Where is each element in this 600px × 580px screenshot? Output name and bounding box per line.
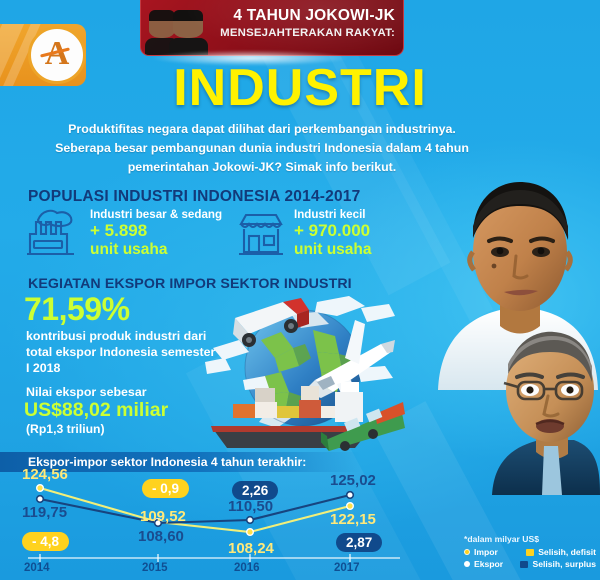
contribution-percent: 71,59% <box>24 291 130 327</box>
banner-subheadline: MENSEJAHTERAKAN RAKYAT: <box>220 27 395 40</box>
legend-label-selisih-defisit: Selisih, defisit <box>538 547 596 557</box>
legend-row: Ekspor Selisih, surplus <box>464 559 596 569</box>
xaxis-label-2014: 2014 <box>24 562 50 574</box>
ekspor-label-2014: 119,75 <box>22 504 68 521</box>
chart-header-text: Ekspor-impor sektor Indonesia 4 tahun te… <box>28 455 307 469</box>
xaxis-label-2016: 2016 <box>234 562 260 574</box>
stat-unit: unit usaha <box>294 241 372 259</box>
ekspor-label-2016: 110,50 <box>228 498 274 515</box>
stat-label: Industri besar & sedang <box>90 208 223 221</box>
impor-label-2016: 108,24 <box>228 540 274 557</box>
xaxis-label-2017: 2017 <box>334 562 360 574</box>
export-value-label: Nilai ekspor sebesar <box>26 385 147 399</box>
ekspor-label-2015: 108,60 <box>138 528 184 545</box>
legend-label-ekspor: Ekspor <box>474 559 504 569</box>
legend-swatch-impor-icon <box>464 549 470 555</box>
contribution-description: kontribusi produk industri dari total ek… <box>26 329 216 376</box>
selisih-pill-2017: 2,87 <box>336 533 383 552</box>
export-import-line-chart: 124,56 109,52 108,24 122,15 119,75 108,6… <box>0 466 440 580</box>
legend-item-selisih-surplus: Selisih, surplus <box>520 559 596 569</box>
stat-label: Industri kecil <box>294 208 366 221</box>
banner-headline: 4 TAHUN JOKOWI-JK <box>233 7 395 24</box>
intro-paragraph: Produktifitas negara dapat dilihat dari … <box>55 122 469 175</box>
factory-icon <box>26 208 82 261</box>
xaxis-label-2015: 2015 <box>142 562 168 574</box>
legend-unit-note: *dalam milyar US$ <box>464 534 539 544</box>
export-value-amount: US$88,02 miliar <box>24 399 169 421</box>
legend-item-ekspor: Ekspor <box>464 559 510 569</box>
legend-item-impor: Impor <box>464 547 516 557</box>
impor-label-2014: 124,56 <box>22 466 68 483</box>
page-title: INDUSTRI <box>173 59 427 117</box>
selisih-pill-2015: - 0,9 <box>142 479 190 498</box>
chart-header-bar: Ekspor-impor sektor Indonesia 4 tahun te… <box>0 452 360 472</box>
stat-value: + 970.000 <box>294 221 371 241</box>
logistics-globe-illustration <box>205 296 405 451</box>
brand-logo[interactable]: A <box>0 24 92 86</box>
stat-text-group: Industri kecil + 970.000 unit usaha <box>294 208 372 259</box>
legend-label-impor: Impor <box>474 547 498 557</box>
stat-card-industri-besar: Industri besar & sedang + 5.898 unit usa… <box>26 208 222 261</box>
selisih-pill-2014: - 4,8 <box>22 532 70 551</box>
portrait-jusuf-kalla <box>492 320 600 495</box>
stat-value: + 5.898 <box>90 221 148 241</box>
legend-swatch-ekspor-icon <box>464 561 470 567</box>
section-title-ekspor-impor: KEGIATAN EKSPOR IMPOR SEKTOR INDUSTRI <box>28 276 352 292</box>
legend-row: Impor Selisih, defisit <box>464 547 596 557</box>
logo-circle: A <box>28 26 86 84</box>
section-title-populasi: POPULASI INDUSTRI INDONESIA 2014-2017 <box>28 188 361 205</box>
legend-swatch-surplus-icon <box>520 560 529 568</box>
stat-text-group: Industri besar & sedang + 5.898 unit usa… <box>90 208 222 259</box>
legend-swatch-defisit-icon <box>526 548 535 556</box>
export-value-rupiah: (Rp1,3 triliun) <box>26 422 105 436</box>
ekspor-label-2017: 125,02 <box>330 472 376 489</box>
banner-glow <box>150 50 350 66</box>
stat-card-industri-kecil: Industri kecil + 970.000 unit usaha <box>236 208 372 261</box>
selisih-pill-2016: 2,26 <box>232 481 279 500</box>
campaign-banner: 4 TAHUN JOKOWI-JK MENSEJAHTERAKAN RAKYAT… <box>140 0 404 56</box>
impor-label-2015: 109,52 <box>140 508 186 525</box>
impor-label-2017: 122,15 <box>330 511 376 528</box>
legend-label-selisih-surplus: Selisih, surplus <box>532 559 596 569</box>
stat-unit: unit usaha <box>90 241 168 259</box>
legend-item-selisih-defisit: Selisih, defisit <box>526 547 596 557</box>
chart-legend: *dalam milyar US$ Impor Selisih, defisit… <box>464 534 596 569</box>
banner-text-group: 4 TAHUN JOKOWI-JK MENSEJAHTERAKAN RAKYAT… <box>217 7 395 40</box>
chart-plot <box>28 483 400 562</box>
leaders-photo <box>145 4 217 55</box>
shop-icon <box>236 208 286 261</box>
